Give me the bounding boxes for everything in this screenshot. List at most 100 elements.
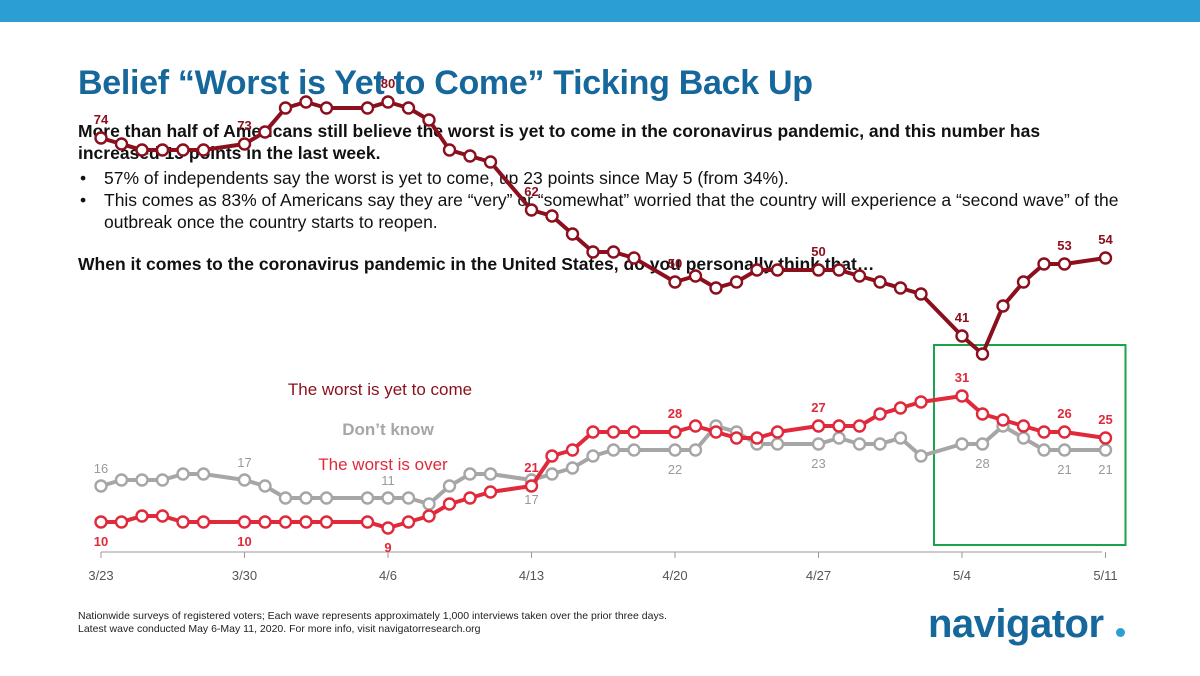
data-point bbox=[258, 125, 272, 139]
data-point bbox=[1098, 251, 1113, 265]
data-point bbox=[278, 101, 293, 115]
data-point bbox=[873, 275, 887, 289]
data-point bbox=[668, 443, 682, 457]
data-point bbox=[196, 143, 211, 157]
data-point bbox=[688, 443, 703, 457]
data-point bbox=[750, 263, 764, 277]
data-label: 74 bbox=[94, 112, 109, 127]
data-point bbox=[155, 509, 170, 523]
data-point bbox=[422, 497, 436, 511]
x-tick-label: 3/23 bbox=[88, 568, 113, 583]
top-accent-bar bbox=[0, 0, 1200, 22]
data-point bbox=[381, 95, 395, 109]
data-point bbox=[729, 431, 744, 445]
data-point bbox=[709, 425, 723, 439]
data-point bbox=[996, 299, 1010, 313]
data-point bbox=[463, 149, 477, 163]
data-point bbox=[750, 431, 764, 445]
data-point bbox=[893, 431, 908, 445]
data-point bbox=[996, 413, 1010, 427]
data-point bbox=[586, 245, 600, 259]
data-point bbox=[299, 515, 313, 529]
data-label: 41 bbox=[955, 310, 969, 325]
x-tick-label: 3/30 bbox=[232, 568, 257, 583]
data-point bbox=[114, 515, 129, 529]
data-point bbox=[401, 491, 416, 505]
data-point bbox=[565, 443, 580, 457]
data-point bbox=[606, 245, 621, 259]
data-point bbox=[709, 281, 723, 295]
data-point bbox=[319, 491, 334, 505]
data-point bbox=[1016, 275, 1031, 289]
data-point bbox=[94, 479, 108, 493]
data-label: 10 bbox=[237, 534, 251, 549]
data-point bbox=[442, 497, 457, 511]
data-point bbox=[483, 467, 498, 481]
data-label: 31 bbox=[955, 370, 969, 385]
data-point bbox=[770, 437, 785, 451]
x-tick-label: 5/4 bbox=[953, 568, 971, 583]
data-point bbox=[688, 269, 703, 283]
data-point bbox=[668, 275, 682, 289]
data-point bbox=[135, 473, 149, 487]
data-point bbox=[1057, 425, 1072, 439]
data-point bbox=[955, 329, 969, 343]
data-point bbox=[463, 467, 477, 481]
data-point bbox=[1098, 431, 1113, 445]
data-label: 53 bbox=[1057, 238, 1071, 253]
data-label: 50 bbox=[668, 256, 682, 271]
data-point bbox=[237, 473, 252, 487]
data-point bbox=[914, 449, 928, 463]
data-point bbox=[688, 419, 703, 433]
x-tick-label: 4/27 bbox=[806, 568, 831, 583]
data-point bbox=[237, 515, 252, 529]
bullet-marker: • bbox=[80, 190, 87, 210]
highlight-box bbox=[933, 344, 1127, 546]
logo-dot-icon bbox=[1116, 628, 1125, 637]
data-point bbox=[1016, 419, 1031, 433]
bullet-item: • 57% of independents say the worst is ye… bbox=[78, 167, 1138, 189]
data-point bbox=[237, 137, 252, 151]
data-point bbox=[258, 479, 272, 493]
data-point bbox=[299, 491, 313, 505]
data-point bbox=[135, 143, 149, 157]
data-point bbox=[606, 425, 621, 439]
data-point bbox=[668, 425, 682, 439]
data-label: 10 bbox=[94, 534, 108, 549]
x-tick-label: 5/11 bbox=[1093, 568, 1117, 583]
bullet-text: 57% of independents say the worst is yet… bbox=[104, 168, 789, 188]
footnote-line: Nationwide surveys of registered voters;… bbox=[78, 610, 667, 622]
data-point bbox=[196, 467, 211, 481]
data-point bbox=[955, 437, 969, 451]
data-label: 28 bbox=[975, 456, 989, 471]
data-point bbox=[401, 515, 416, 529]
data-point bbox=[852, 419, 867, 433]
data-point bbox=[94, 515, 108, 529]
data-point bbox=[155, 473, 170, 487]
data-point bbox=[381, 521, 395, 535]
data-point bbox=[627, 425, 641, 439]
data-point bbox=[565, 227, 580, 241]
series-name-label: The worst is yet to come bbox=[288, 380, 472, 399]
data-point bbox=[422, 113, 436, 127]
data-label: 11 bbox=[381, 473, 395, 488]
data-point bbox=[627, 443, 641, 457]
data-point bbox=[873, 407, 887, 421]
data-label: 23 bbox=[811, 456, 825, 471]
data-point bbox=[586, 425, 600, 439]
data-point bbox=[975, 437, 990, 451]
data-point bbox=[278, 515, 293, 529]
data-point bbox=[1057, 443, 1072, 457]
data-point bbox=[114, 473, 129, 487]
data-label: 73 bbox=[237, 118, 251, 133]
data-point bbox=[852, 437, 867, 451]
survey-question: When it comes to the coronavirus pandemi… bbox=[78, 254, 875, 274]
data-point bbox=[955, 389, 969, 403]
data-point bbox=[627, 251, 641, 265]
data-label: 17 bbox=[524, 492, 538, 507]
data-point bbox=[360, 515, 375, 529]
data-point bbox=[422, 509, 436, 523]
data-point bbox=[586, 449, 600, 463]
data-point bbox=[278, 491, 293, 505]
